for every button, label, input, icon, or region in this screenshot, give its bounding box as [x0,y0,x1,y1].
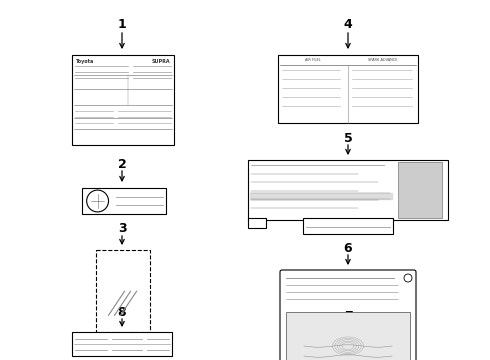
Bar [278,55,418,123]
Bar [286,312,410,360]
FancyBboxPatch shape [296,336,400,360]
Bar [398,162,442,218]
Bar [248,218,266,228]
Text: 4: 4 [343,18,352,31]
Text: Toyota: Toyota [76,59,95,64]
FancyBboxPatch shape [280,270,416,360]
Text: 7: 7 [343,310,352,323]
Text: 5: 5 [343,132,352,145]
Text: 3: 3 [118,222,126,235]
Text: 2: 2 [118,158,126,171]
Bar [248,160,448,220]
Text: AIR FUEL: AIR FUEL [305,58,321,62]
Circle shape [87,190,108,212]
Circle shape [404,274,412,282]
Bar [72,332,172,356]
Bar [72,55,174,145]
Bar [96,250,150,332]
Text: SPARK ADVANCE: SPARK ADVANCE [368,58,398,62]
Bar [82,188,166,214]
Bar [303,218,393,234]
Text: 8: 8 [118,306,126,319]
Text: SUPRA: SUPRA [151,59,170,64]
Text: 1: 1 [118,18,126,31]
Text: 6: 6 [343,242,352,255]
